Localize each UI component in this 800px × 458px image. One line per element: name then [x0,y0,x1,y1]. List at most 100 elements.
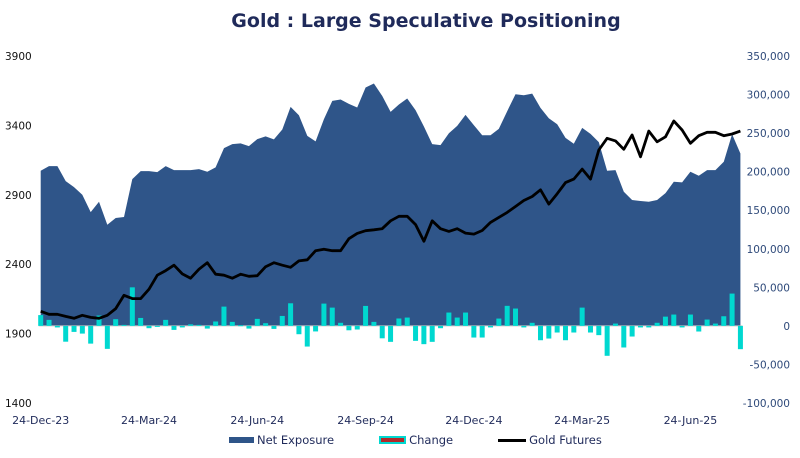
change-bar [637,325,643,328]
change-bar [263,323,269,326]
change-bar [654,322,660,326]
change-bar [63,325,69,342]
change-bar [254,318,260,326]
y-right-tick-label: 200,000 [747,167,790,179]
y-right-tick-label: 150,000 [747,205,790,217]
legend-label: Gold Futures [529,433,602,447]
change-bar [404,317,410,326]
change-bar [646,325,652,328]
change-bar [504,305,510,326]
change-bar [338,322,344,326]
change-bar [596,325,602,336]
legend-swatch-gold-futures [498,438,527,442]
change-bar [529,322,535,326]
change-bar [213,321,219,326]
change-bar [163,319,169,326]
change-bar [179,325,185,328]
change-bar [579,307,585,326]
change-bar [188,324,194,326]
change-bar [513,308,519,326]
change-bar [304,325,310,347]
x-tick-label: 24-Mar-24 [121,414,177,427]
change-bar [96,315,102,326]
change-bar [104,325,110,349]
y-right-tick-label: -100,000 [743,398,790,410]
change-bar [571,325,577,333]
legend-label: Net Exposure [257,433,335,447]
change-bar [737,325,743,350]
change-bar [421,325,427,345]
y-right-tick-label: 300,000 [747,90,790,102]
legend-item-gold-futures: Gold Futures [498,433,602,447]
change-bar [696,325,702,332]
y-right-tick-label: 50,000 [753,282,790,294]
change-bar [479,325,485,338]
change-bar [546,325,552,339]
change-bar [279,315,285,326]
legend-swatch-net-exposure [229,437,254,443]
change-bar [363,305,369,326]
change-bar [229,321,235,326]
y-right-tick-label: 250,000 [747,128,790,140]
x-tick-label: 24-Jun-24 [230,414,284,427]
legend-item-change: Change [379,433,453,447]
change-bar [196,324,202,326]
change-bar [488,325,494,328]
change-bar [471,325,477,338]
change-bar [204,325,210,329]
y-left-tick-label: 2900 [5,190,32,202]
change-bar [438,325,444,329]
y-right-tick-label: 100,000 [747,244,790,256]
change-bar [329,307,335,326]
change-bar [429,325,435,342]
change-bar [379,325,385,339]
y-right-tick-label: -50,000 [749,359,790,371]
y-left-tick-label: 3900 [5,51,32,63]
net-exposure-area [40,83,741,326]
change-bar [71,325,77,332]
change-bar [88,325,94,344]
change-bar [79,325,85,334]
change-bar [321,303,327,326]
change-bar [313,325,319,332]
change-bar [171,325,177,330]
change-bar [54,325,60,328]
change-bar [388,325,394,342]
legend-label: Change [409,433,454,447]
change-bar [612,323,618,326]
change-bar [221,306,227,326]
change-bar [146,325,152,329]
change-bar [354,325,360,330]
change-bar [662,316,668,326]
change-bar [721,316,727,326]
legend: Net Exposure Change Gold Futures [229,433,647,447]
change-bar [687,314,693,326]
change-bar [129,287,135,326]
change-bar [629,325,635,337]
change-bar [562,325,568,341]
change-bar [138,317,144,326]
y-right-tick-label: 0 [783,321,790,333]
gold-futures-line [40,119,741,320]
y-left-tick-label: 3400 [5,120,32,132]
x-tick-label: 24-Dec-23 [12,414,69,427]
change-bar [396,318,402,326]
x-tick-label: 24-Mar-25 [554,414,610,427]
change-bar [38,315,44,326]
y-right-tick-label: 350,000 [747,51,790,63]
y-left-tick-label: 2400 [5,259,32,271]
change-bar [729,293,735,326]
change-bar [46,319,52,326]
change-bar [704,319,710,326]
change-bar [113,319,119,326]
x-tick-label: 24-Dec-24 [445,414,502,427]
change-bar [246,325,252,329]
change-bar [346,325,352,331]
x-tick-label: 24-Sep-24 [337,414,394,427]
change-bar [413,325,419,341]
change-bar [621,325,627,348]
change-bar [538,325,543,341]
chart-title: Gold : Large Speculative Positioning [231,10,621,32]
change-bar [463,312,469,326]
